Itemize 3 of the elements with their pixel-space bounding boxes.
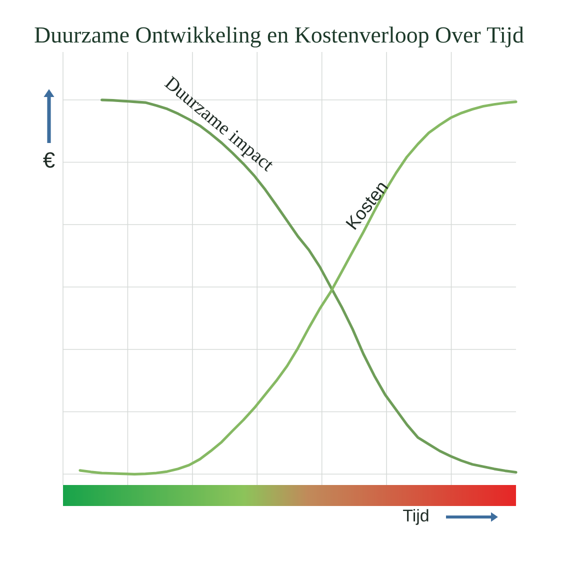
y-axis-title: € <box>43 152 55 168</box>
x-axis-title: Tijd <box>403 509 428 525</box>
chart-title: Duurzame Ontwikkeling en Kostenverloop Over Tijd <box>34 26 524 48</box>
